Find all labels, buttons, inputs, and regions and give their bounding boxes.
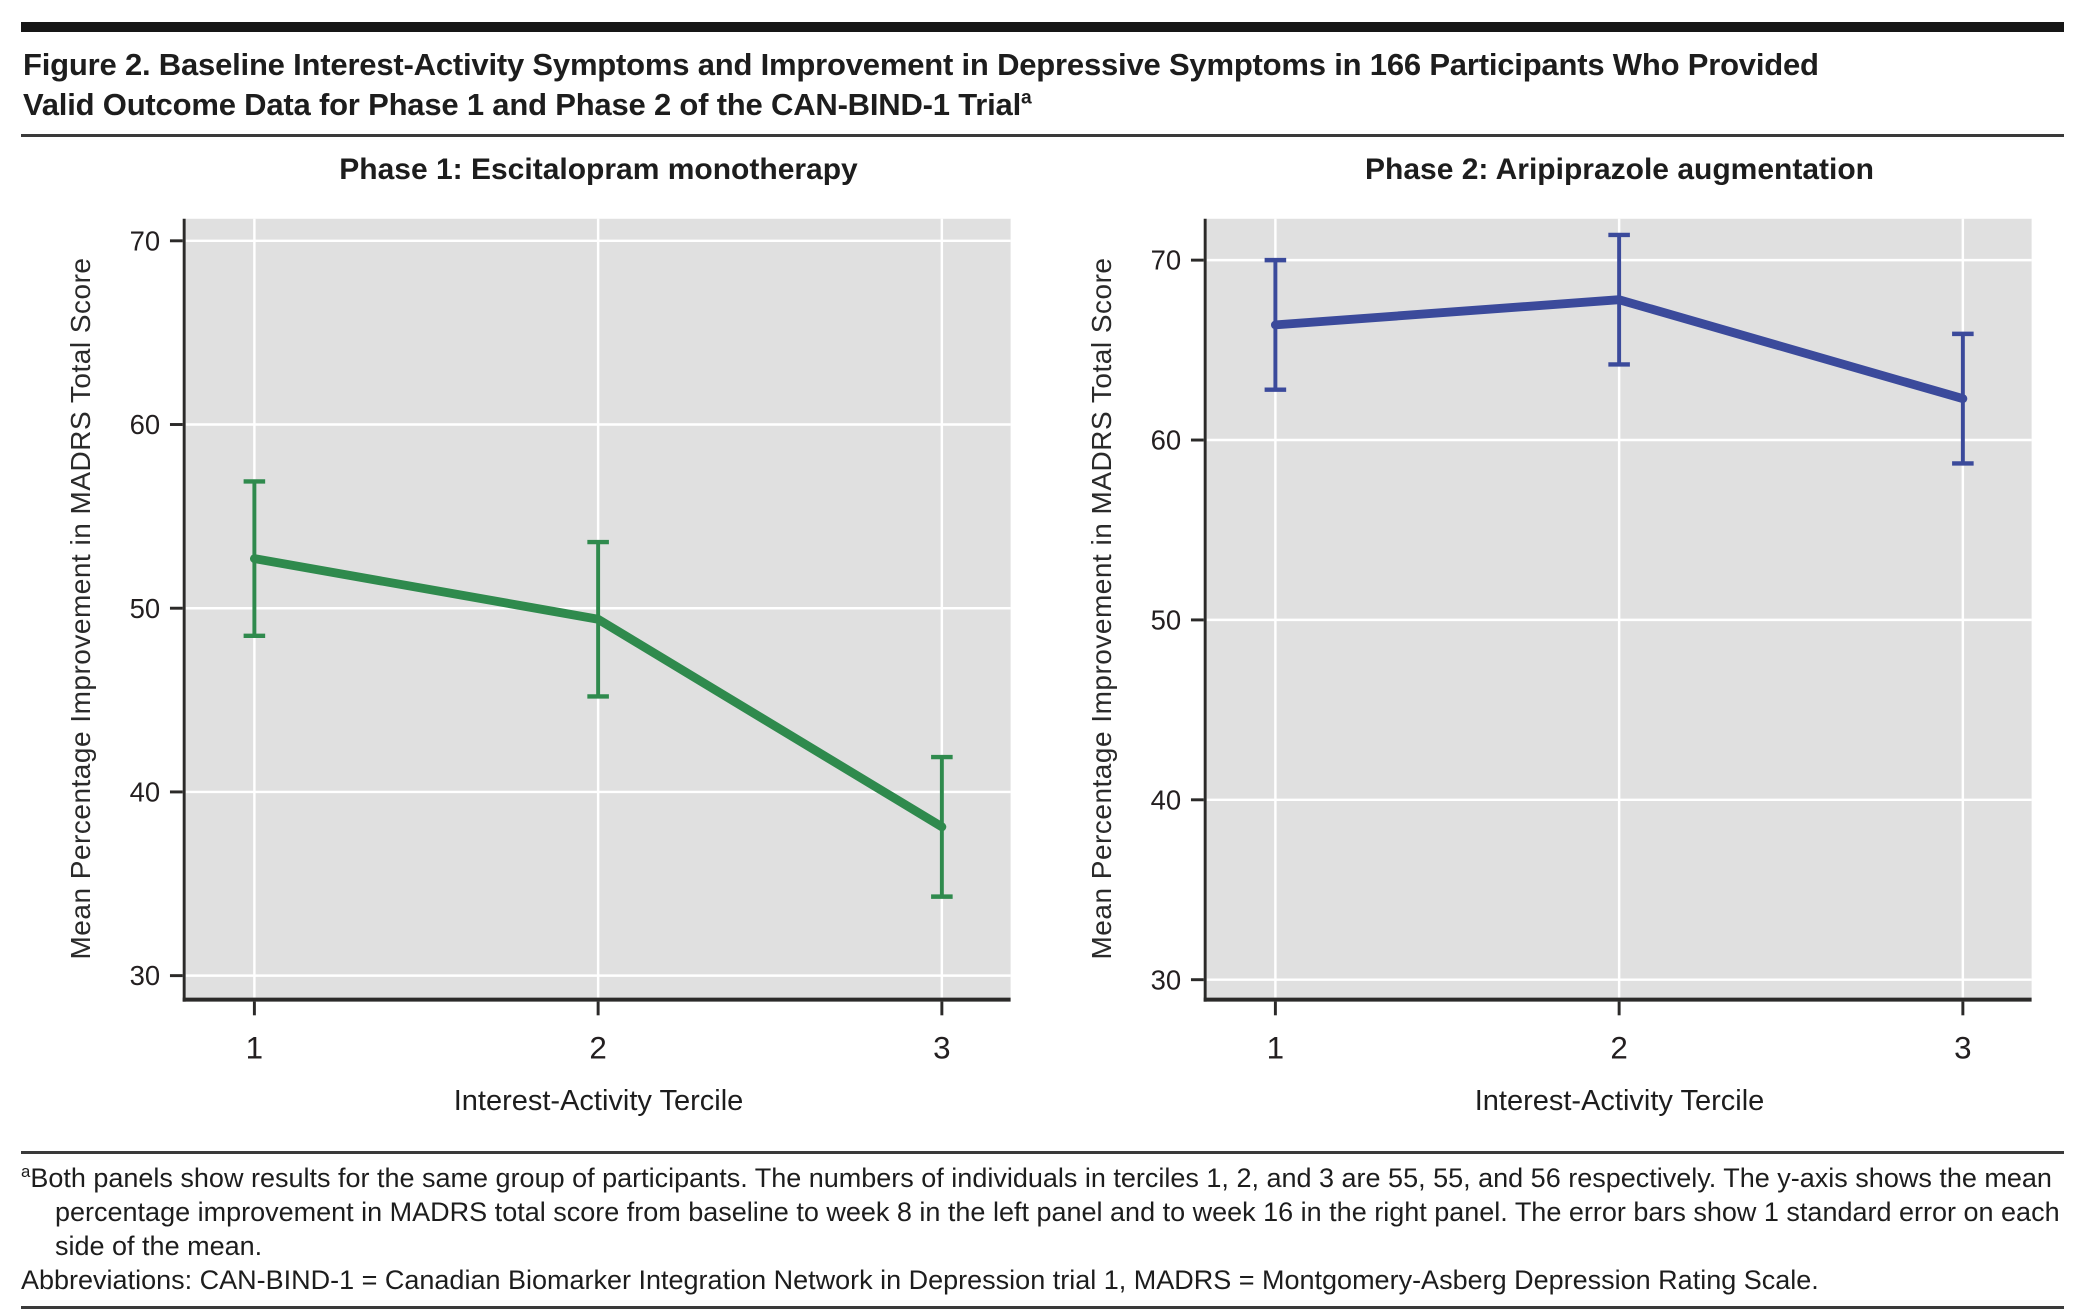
x-tick-label: 1	[1267, 1030, 1284, 1065]
y-tick-label: 70	[1151, 245, 1182, 276]
y-tick-label: 30	[1151, 964, 1182, 995]
figure-title-superscript: a	[1021, 87, 1032, 109]
x-tick-label: 1	[246, 1030, 263, 1065]
charts-row: Phase 1: Escitalopram monotherapy Mean P…	[21, 137, 2063, 1149]
panel2-x-axis-label: Interest-Activity Tercile	[1474, 1085, 1765, 1117]
x-tick-label: 3	[1954, 1030, 1971, 1065]
x-tick-label: 3	[933, 1030, 950, 1065]
figure-title-line1: Figure 2. Baseline Interest-Activity Sym…	[23, 47, 1819, 82]
y-tick-label: 40	[1151, 784, 1182, 815]
panel-phase2: Phase 2: Aripiprazole augmentation Mean …	[1042, 137, 2063, 1149]
y-tick-label: 60	[1151, 425, 1182, 456]
panel2-chart: 30 40 50 60 70 1 2 3	[1151, 218, 2032, 1065]
y-tick-label: 30	[130, 960, 161, 991]
panel1-x-axis-label: Interest-Activity Tercile	[453, 1085, 744, 1117]
panel1-title: Phase 1: Escitalopram monotherapy	[339, 153, 858, 186]
x-tick-label: 2	[589, 1030, 606, 1065]
mean-line	[249, 554, 947, 832]
footnote-body: Both panels show results for the same gr…	[30, 1163, 2060, 1261]
y-tick-label: 60	[130, 409, 161, 440]
figure-top-rule	[21, 22, 2064, 32]
footnote-block: aBoth panels show results for the same g…	[21, 1151, 2064, 1309]
panel-phase1: Phase 1: Escitalopram monotherapy Mean P…	[21, 137, 1042, 1149]
abbreviations-body: Abbreviations: CAN-BIND-1 = Canadian Bio…	[21, 1265, 1819, 1295]
panel1-chart: 30 40 50 60 70 1 2 3	[130, 218, 1011, 1065]
y-tick-label: 70	[130, 225, 161, 256]
figure-title-line2: Valid Outcome Data for Phase 1 and Phase…	[23, 87, 1021, 122]
footnote-superscript: a	[21, 1162, 31, 1181]
abbreviations-text: Abbreviations: CAN-BIND-1 = Canadian Bio…	[21, 1263, 2064, 1297]
panel2-title: Phase 2: Aripiprazole augmentation	[1365, 153, 1874, 186]
footnote-text: aBoth panels show results for the same g…	[21, 1161, 2064, 1263]
title-divider-rule	[21, 134, 2064, 137]
mean-line	[1270, 295, 1968, 404]
y-tick-label: 40	[130, 777, 161, 808]
y-tick-label: 50	[130, 593, 161, 624]
x-tick-label: 2	[1610, 1030, 1627, 1065]
figure-title: Figure 2. Baseline Interest-Activity Sym…	[23, 45, 2064, 125]
y-tick-label: 50	[1151, 605, 1182, 636]
